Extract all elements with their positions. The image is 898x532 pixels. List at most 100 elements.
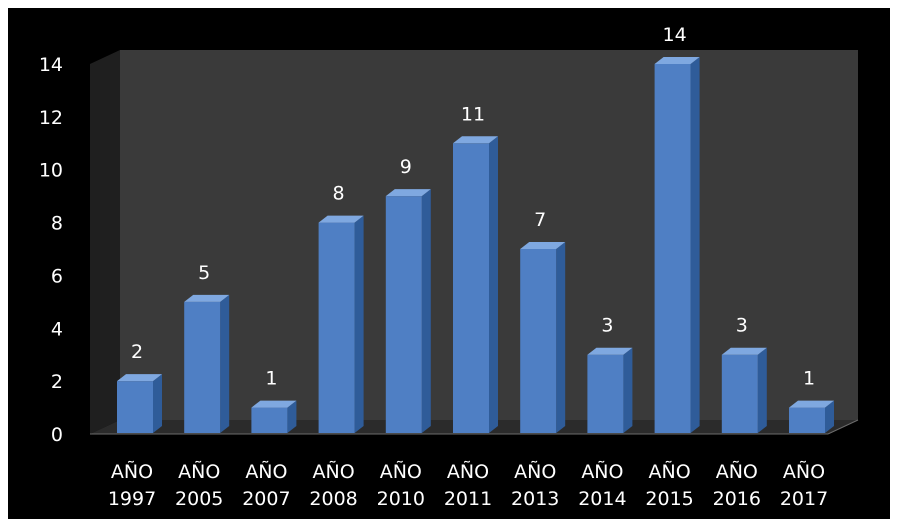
y-tick-label: 8: [51, 213, 63, 235]
bar-side: [354, 215, 364, 433]
x-tick-label-line: AÑO: [649, 460, 691, 483]
bar-front: [721, 354, 758, 433]
x-tick-label: AÑO 2008: [309, 460, 357, 510]
bar-front: [385, 196, 422, 433]
bar-side: [623, 347, 633, 433]
y-tick-label: 2: [51, 371, 63, 393]
x-tick-label-line: AÑO: [783, 460, 825, 483]
bar-top: [117, 374, 162, 382]
bar: [587, 347, 633, 433]
bar-top: [789, 400, 834, 408]
x-tick-label-line: 2013: [511, 488, 559, 510]
x-tick-label-line: 2011: [444, 488, 492, 510]
data-label: 8: [333, 183, 345, 205]
x-axis: AÑO 1997 AÑO 2005 AÑO 2007 AÑO 2008 AÑO 2010 AÑO 20…: [108, 460, 828, 510]
plot-side-wall: [90, 50, 120, 434]
bar-side: [690, 57, 700, 433]
x-tick-label-line: AÑO: [313, 460, 355, 483]
data-label: 3: [736, 315, 748, 337]
x-tick-label-line: AÑO: [581, 460, 623, 483]
data-label: 7: [534, 209, 546, 231]
x-tick-label-line: 2005: [175, 488, 223, 510]
data-label: 11: [461, 103, 485, 125]
bar-side: [287, 400, 297, 433]
data-label: 5: [198, 262, 210, 284]
bar: [117, 374, 162, 433]
x-tick-label: AÑO 2016: [713, 460, 761, 510]
bar-top: [251, 400, 297, 408]
bar: [318, 215, 364, 433]
x-tick-label: AÑO 2011: [444, 460, 492, 510]
bar-side: [825, 400, 834, 433]
x-tick-label: AÑO 2017: [780, 460, 828, 510]
x-tick-label: AÑO 2007: [242, 460, 290, 510]
bar: [385, 189, 431, 433]
data-label: 2: [131, 341, 143, 363]
data-label: 3: [601, 315, 613, 337]
bar-side: [556, 242, 566, 433]
data-label: 9: [400, 156, 412, 178]
bar-front: [184, 301, 221, 433]
bar-front: [251, 407, 288, 433]
y-tick-label: 14: [39, 54, 63, 76]
bar-top: [318, 215, 364, 223]
bar-top: [453, 136, 498, 144]
bar: [453, 136, 498, 434]
y-tick-label: 0: [51, 424, 63, 446]
bar: [184, 294, 230, 433]
x-tick-label-line: 2016: [713, 488, 761, 510]
x-tick-label-line: AÑO: [514, 460, 556, 483]
x-tick-label-line: AÑO: [716, 460, 758, 483]
x-tick-label: AÑO 1997: [108, 460, 156, 510]
bar-front: [520, 249, 557, 433]
floor-edge-line: [827, 419, 859, 435]
bar: [721, 347, 767, 433]
bar-front: [117, 381, 153, 433]
bars: [117, 57, 834, 434]
x-tick-label-line: AÑO: [380, 460, 422, 483]
bar-front: [318, 222, 355, 433]
y-tick-label: 6: [51, 265, 63, 287]
x-tick-label: AÑO 2014: [578, 460, 626, 510]
bar-top: [385, 189, 431, 197]
x-tick-label-line: 2014: [578, 488, 626, 510]
x-tick-label-line: 2010: [377, 488, 425, 510]
bar-top: [520, 242, 566, 249]
x-tick-label-line: 2015: [645, 488, 693, 510]
bar-front: [587, 354, 624, 433]
x-tick-label: AÑO 2005: [175, 460, 223, 510]
bar-front: [789, 407, 825, 433]
bar-side: [421, 189, 431, 433]
x-tick-label-line: AÑO: [245, 460, 287, 483]
data-labels: 2 5 1 8 9 11 7 3 14 3 1: [131, 24, 815, 390]
y-tick-label: 12: [39, 107, 63, 129]
x-tick-label-line: 2017: [780, 488, 828, 510]
x-tick-label: AÑO 2010: [377, 460, 425, 510]
bar-top: [587, 347, 633, 355]
x-tick-label-line: 2007: [242, 488, 290, 510]
bar-side: [489, 136, 498, 434]
bar-front: [453, 143, 489, 434]
bar: [789, 400, 834, 433]
data-label: 1: [265, 368, 277, 390]
x-tick-label-line: AÑO: [178, 460, 220, 483]
y-axis: 0 2 4 6 8 10 12 14: [39, 54, 63, 446]
x-tick-label-line: 2008: [309, 488, 357, 510]
x-tick-label-line: AÑO: [447, 460, 489, 483]
y-tick-label: 4: [51, 318, 63, 340]
bar-front: [654, 64, 691, 433]
bar-side: [757, 347, 767, 433]
bar-top: [721, 347, 767, 355]
bar-top: [184, 294, 230, 302]
bar-side: [220, 294, 230, 433]
data-label: 1: [803, 368, 815, 390]
x-tick-label: AÑO 2015: [645, 460, 693, 510]
bar: [654, 57, 700, 433]
x-tick-label-line: AÑO: [111, 460, 153, 483]
bar-side: [153, 374, 162, 433]
y-tick-label: 10: [39, 160, 63, 182]
x-tick-label-line: 1997: [108, 488, 156, 510]
bar: [520, 242, 566, 433]
